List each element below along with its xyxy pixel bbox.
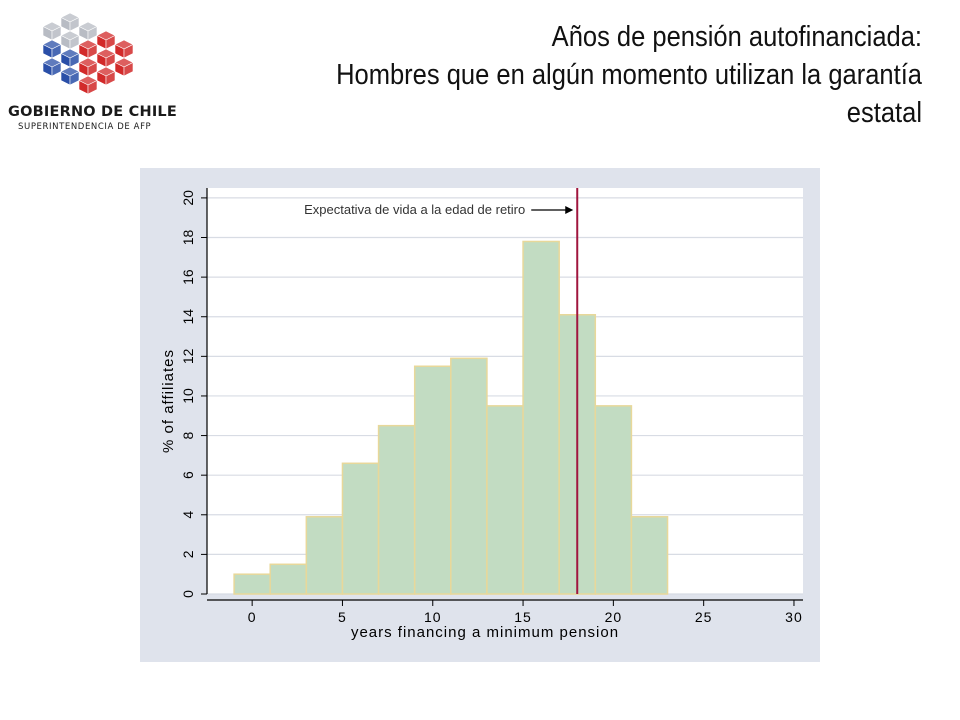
title-line-1: Años de pensión autofinanciada: [551,21,922,53]
y-tick-label: 18 [180,230,196,246]
x-tick-label: 15 [514,609,532,625]
x-tick-label: 20 [605,609,623,625]
logo-cube-red [78,75,98,95]
x-axis-label: years financing a minimum pension [351,624,619,641]
page-title: Años de pensión autofinanciada: Hombres … [288,18,922,132]
x-tick-label: 25 [695,609,713,625]
y-tick-label: 0 [180,590,196,598]
histogram-bar [630,516,669,595]
y-tick-label: 6 [180,471,196,479]
histogram-bar [377,424,416,595]
y-tick-label: 20 [180,190,196,206]
x-tick-label: 10 [424,609,442,625]
histogram-bar [450,357,488,595]
logo-cube-blue [60,66,80,86]
logo-cube-red-right [87,80,98,95]
x-tick-label: 0 [248,609,257,625]
y-tick-label: 8 [180,431,196,439]
histogram-bar [269,563,308,595]
histogram-bar [233,573,271,595]
x-tick-label: 30 [785,609,803,625]
histogram-bar [486,405,524,595]
logo-cube-silver [42,21,62,41]
histogram-chart: 0 2 4 6 8 10 12 14 16 18 20 Expectativa de vida a l… [160,188,803,641]
logo-cube-blue-right [51,62,62,77]
logo-name: GOBIERNO DE CHILE [8,104,177,120]
logo-cube-blue [42,57,62,77]
logo-cube-silver [78,21,98,41]
logo-cube-red-right [105,71,116,86]
y-tick-label: 16 [180,269,196,285]
gobierno-de-chile-logo: GOBIERNO DE CHILE SUPERINTENDENCIA DE AF… [8,10,178,135]
cube-emblem-icon [42,12,134,95]
logo-cube-red [114,57,134,77]
logo-subtitle: SUPERINTENDENCIA DE AFP [18,122,152,132]
histogram-bar [594,405,633,595]
histogram-bar [413,365,452,595]
chart-panel: 0 2 4 6 8 10 12 14 16 18 20 Expectativa de vida a l… [140,168,820,662]
title-line-3: estatal [846,97,922,129]
annotation-arrowhead [565,206,574,214]
y-tick-label: 12 [180,348,196,364]
logo-cube-red [96,66,116,86]
histogram-bar [341,462,380,595]
y-tick-label: 10 [180,388,196,404]
logo-cube-blue [42,39,62,59]
title-line-2: Hombres que en algún momento utilizan la… [336,59,923,91]
histogram-bar [305,516,344,595]
logo-cube-red [96,30,116,50]
y-tick-label: 14 [180,309,196,325]
logo-cube-red [78,57,98,77]
y-tick-label: 4 [180,511,196,519]
histogram-bar [522,240,560,595]
logo-cube-silver [60,12,80,32]
logo-cube-red [96,48,116,68]
logo-cube-silver [60,30,80,50]
x-tick-label: 5 [338,609,347,625]
y-tick-label: 2 [180,550,196,558]
logo-cube-red-right [123,62,134,77]
logo-cube-blue [60,48,80,68]
reference-line-label: Expectativa de vida a la edad de retiro [304,202,525,217]
logo-cube-red [114,39,134,59]
logo-cube-blue-right [69,71,80,86]
logo-cube-red [78,39,98,59]
y-axis-label: % of affiliates [160,349,177,453]
